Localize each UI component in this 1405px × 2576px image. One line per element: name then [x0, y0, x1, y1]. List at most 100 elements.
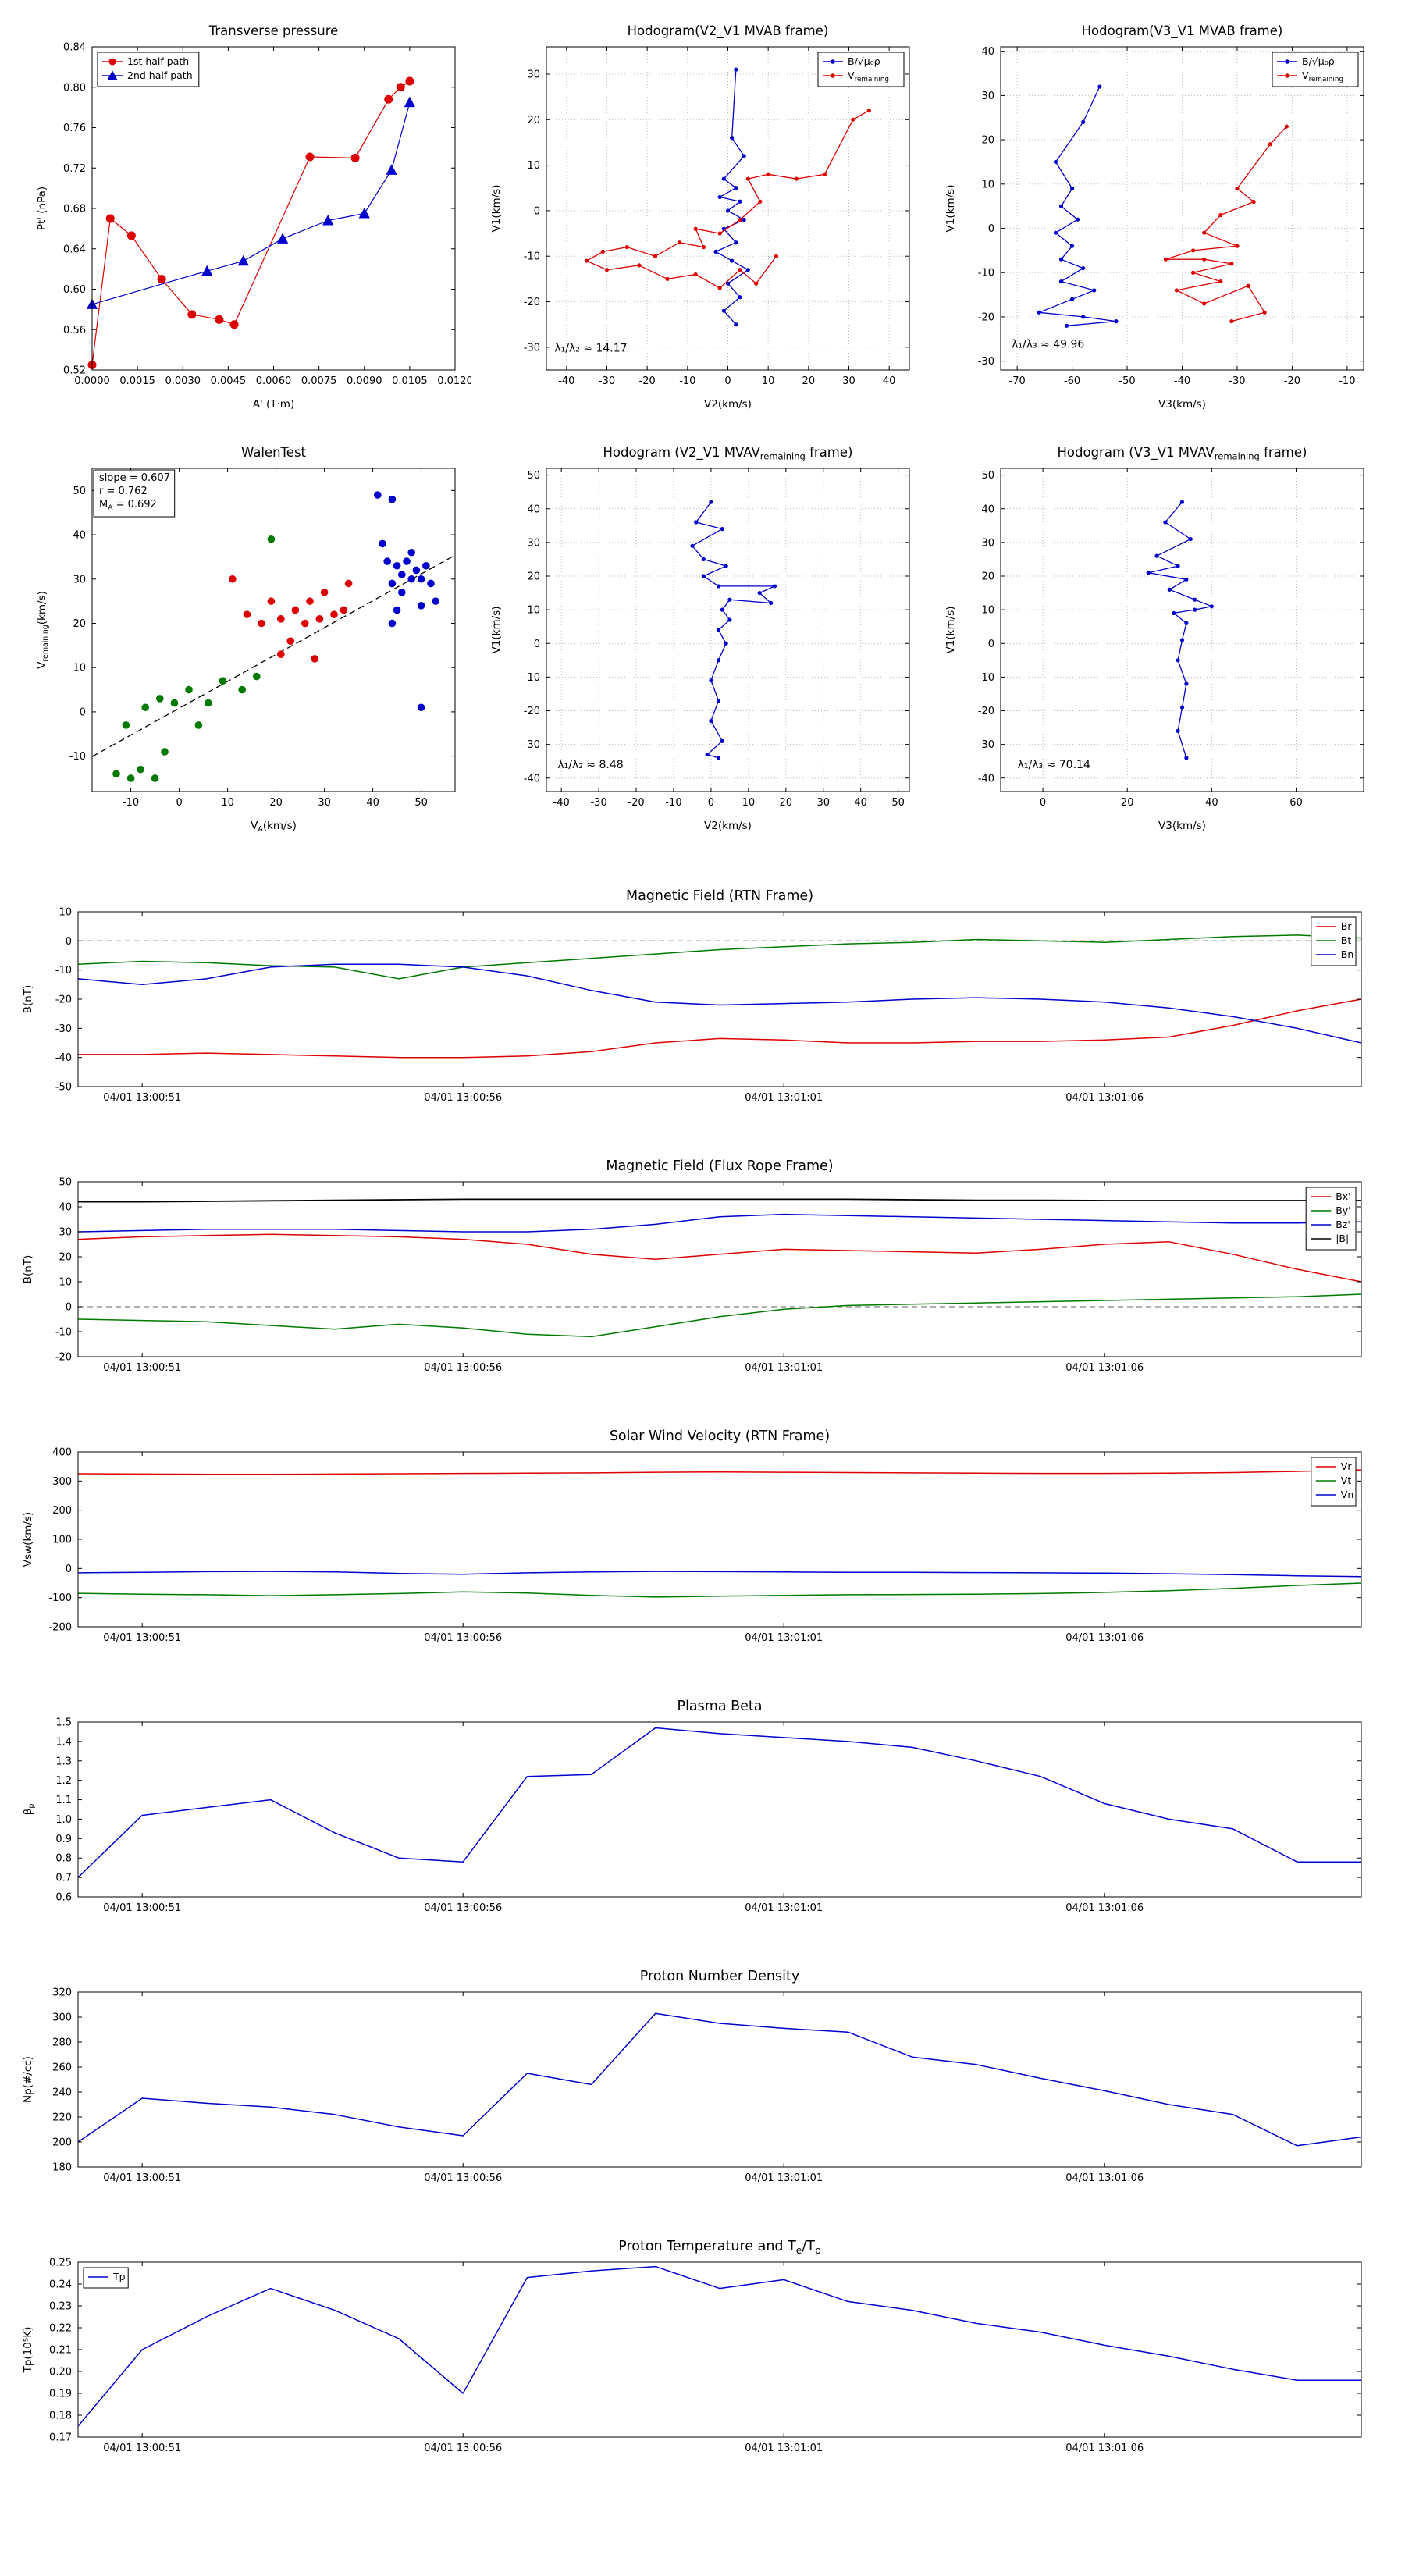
svg-text:0: 0: [1040, 797, 1046, 809]
svg-text:Bn: Bn: [1341, 948, 1354, 960]
chart-proton-temperature: 04/01 13:00:51 04/01 13:00:56 04/01 13:01:…: [16, 2231, 1405, 2476]
svg-text:400: 400: [52, 1447, 72, 1459]
svg-text:20: 20: [73, 618, 86, 630]
svg-text:300: 300: [52, 2012, 72, 2024]
svg-text:0: 0: [534, 639, 540, 650]
svg-text:40: 40: [854, 797, 867, 809]
svg-text:Vremaining(km/s): Vremaining(km/s): [36, 591, 50, 669]
svg-text:-30: -30: [55, 1023, 72, 1035]
svg-text:0.0015: 0.0015: [119, 375, 155, 387]
svg-text:40: 40: [883, 375, 896, 387]
svg-text:-30: -30: [524, 342, 540, 354]
chart-svg-hodogram-v2v1-mvab: -40 -30 -20 -10 0 10 20 30 40 -30 -20 -10 0 10 20 30 Hod…: [484, 17, 925, 415]
svg-text:0: 0: [988, 639, 994, 650]
svg-text:40: 40: [73, 530, 86, 542]
svg-text:20: 20: [780, 797, 793, 809]
svg-text:1.5: 1.5: [55, 1717, 72, 1729]
svg-text:0.6: 0.6: [55, 1892, 72, 1904]
svg-text:40: 40: [981, 503, 994, 515]
svg-text:-20: -20: [55, 994, 72, 1006]
svg-text:04/01 13:00:51: 04/01 13:00:51: [103, 1092, 181, 1104]
svg-text:-50: -50: [55, 1082, 72, 1094]
svg-text:|B|: |B|: [1336, 1233, 1349, 1244]
chart-svg-hodogram-v3v1-mvab: -70 -60 -50 -40 -30 -20 -10 -30 -20 -10 0 10 20 30 40 H…: [938, 17, 1379, 415]
svg-text:-30: -30: [978, 356, 994, 368]
svg-text:V2(km/s): V2(km/s): [704, 398, 752, 411]
svg-text:04/01 13:00:56: 04/01 13:00:56: [424, 2172, 502, 2184]
chart-svg-magnetic-field-rtn: 04/01 13:00:51 04/01 13:00:56 04/01 13:01:…: [16, 881, 1389, 1123]
svg-text:0: 0: [534, 205, 540, 217]
svg-text:1.3: 1.3: [55, 1756, 72, 1767]
svg-text:0.60: 0.60: [63, 284, 86, 296]
svg-text:30: 30: [73, 574, 86, 585]
svg-text:0.0075: 0.0075: [301, 375, 337, 387]
svg-text:Np(#/cc): Np(#/cc): [22, 2056, 34, 2103]
svg-text:Solar Wind Velocity (RTN Frame: Solar Wind Velocity (RTN Frame): [610, 1429, 830, 1444]
svg-text:10: 10: [59, 907, 72, 919]
svg-text:VA(km/s): VA(km/s): [251, 820, 297, 834]
legend-transverse-pressure: 1st half path 2nd half path: [97, 52, 200, 87]
svg-text:04/01 13:01:01: 04/01 13:01:01: [745, 1092, 823, 1104]
svg-text:10: 10: [59, 1277, 72, 1289]
legend-solar-wind-velocity: Vr Vt Vn: [1311, 1457, 1357, 1507]
svg-text:Vsw(km/s): Vsw(km/s): [22, 1512, 34, 1567]
svg-text:0: 0: [708, 797, 714, 809]
svg-text:40: 40: [59, 1202, 72, 1214]
svg-text:0.72: 0.72: [63, 163, 86, 175]
svg-text:0: 0: [724, 375, 731, 387]
svg-text:40: 40: [527, 503, 540, 515]
svg-text:04/01 13:01:01: 04/01 13:01:01: [745, 1362, 823, 1374]
svg-text:V3(km/s): V3(km/s): [1158, 820, 1206, 832]
svg-text:04/01 13:01:01: 04/01 13:01:01: [745, 2172, 823, 2184]
svg-text:0.9: 0.9: [55, 1834, 72, 1845]
svg-text:0.84: 0.84: [63, 42, 86, 54]
svg-text:30: 30: [981, 537, 994, 549]
figure: 0.0000 0.0015 0.0030 0.0045 0.0060 0.0075 0.00…: [0, 17, 1405, 2476]
svg-text:04/01 13:00:56: 04/01 13:00:56: [424, 1362, 502, 1374]
svg-text:0.24: 0.24: [49, 2279, 72, 2291]
svg-text:20: 20: [981, 135, 994, 147]
svg-text:-20: -20: [524, 706, 540, 717]
svg-text:-10: -10: [123, 797, 139, 809]
svg-text:10: 10: [73, 663, 86, 674]
svg-text:40: 40: [981, 46, 994, 58]
chart-svg-proton-number-density: 04/01 13:00:51 04/01 13:00:56 04/01 13:01:…: [16, 1961, 1389, 2203]
svg-text:-10: -10: [665, 797, 681, 809]
chart-svg-magnetic-field-flux-rope: 04/01 13:00:51 04/01 13:00:56 04/01 13:01:…: [16, 1151, 1389, 1393]
svg-text:B(nT): B(nT): [22, 985, 34, 1014]
svg-text:V1(km/s): V1(km/s): [944, 607, 957, 654]
svg-text:Vr: Vr: [1341, 1461, 1353, 1472]
chart-plasma-beta: 04/01 13:00:51 04/01 13:00:56 04/01 13:01:…: [16, 1691, 1405, 1936]
svg-text:30: 30: [59, 1227, 72, 1239]
svg-text:50: 50: [414, 797, 428, 809]
svg-text:0.23: 0.23: [49, 2301, 72, 2313]
svg-text:-30: -30: [978, 739, 994, 751]
svg-text:1st half path: 1st half path: [127, 55, 189, 67]
svg-text:30: 30: [527, 537, 540, 549]
svg-text:Bt: Bt: [1341, 934, 1352, 946]
svg-text:04/01 13:00:51: 04/01 13:00:51: [103, 2443, 181, 2454]
svg-text:V1(km/s): V1(km/s): [490, 185, 503, 233]
svg-text:0.17: 0.17: [49, 2432, 72, 2444]
svg-text:10: 10: [527, 160, 540, 172]
svg-text:-20: -20: [524, 297, 540, 308]
svg-text:-30: -30: [599, 375, 615, 387]
chart-svg-hodogram-v2v1-mvav: -40 -30 -20 -10 0 10 20 30 40 50 -40 -30 -20 -10 0 10 20…: [484, 439, 925, 837]
svg-text:1.4: 1.4: [55, 1736, 72, 1748]
svg-text:20: 20: [527, 115, 540, 126]
svg-text:180: 180: [52, 2162, 72, 2174]
svg-text:04/01 13:00:56: 04/01 13:00:56: [424, 1902, 502, 1914]
svg-text:-20: -20: [628, 797, 644, 809]
svg-text:04/01 13:01:06: 04/01 13:01:06: [1065, 1362, 1144, 1374]
svg-text:0: 0: [66, 1302, 72, 1314]
svg-text:Pt' (nPa): Pt' (nPa): [36, 187, 48, 230]
timeseries-stack: 04/01 13:00:51 04/01 13:00:56 04/01 13:01:…: [0, 881, 1405, 2476]
svg-text:0: 0: [66, 936, 72, 948]
chart-solar-wind-velocity: 04/01 13:00:51 04/01 13:00:56 04/01 13:01:…: [16, 1421, 1405, 1666]
svg-text:Transverse pressure: Transverse pressure: [208, 23, 339, 38]
svg-text:10: 10: [981, 179, 994, 190]
chart-svg-plasma-beta: 04/01 13:00:51 04/01 13:00:56 04/01 13:01:…: [16, 1691, 1389, 1933]
legend-hodogram-v3v1-mvab: B/√μ₀ρ Vremaining: [1272, 52, 1359, 87]
svg-text:-30: -30: [524, 739, 540, 751]
svg-text:0.0120: 0.0120: [437, 375, 471, 387]
